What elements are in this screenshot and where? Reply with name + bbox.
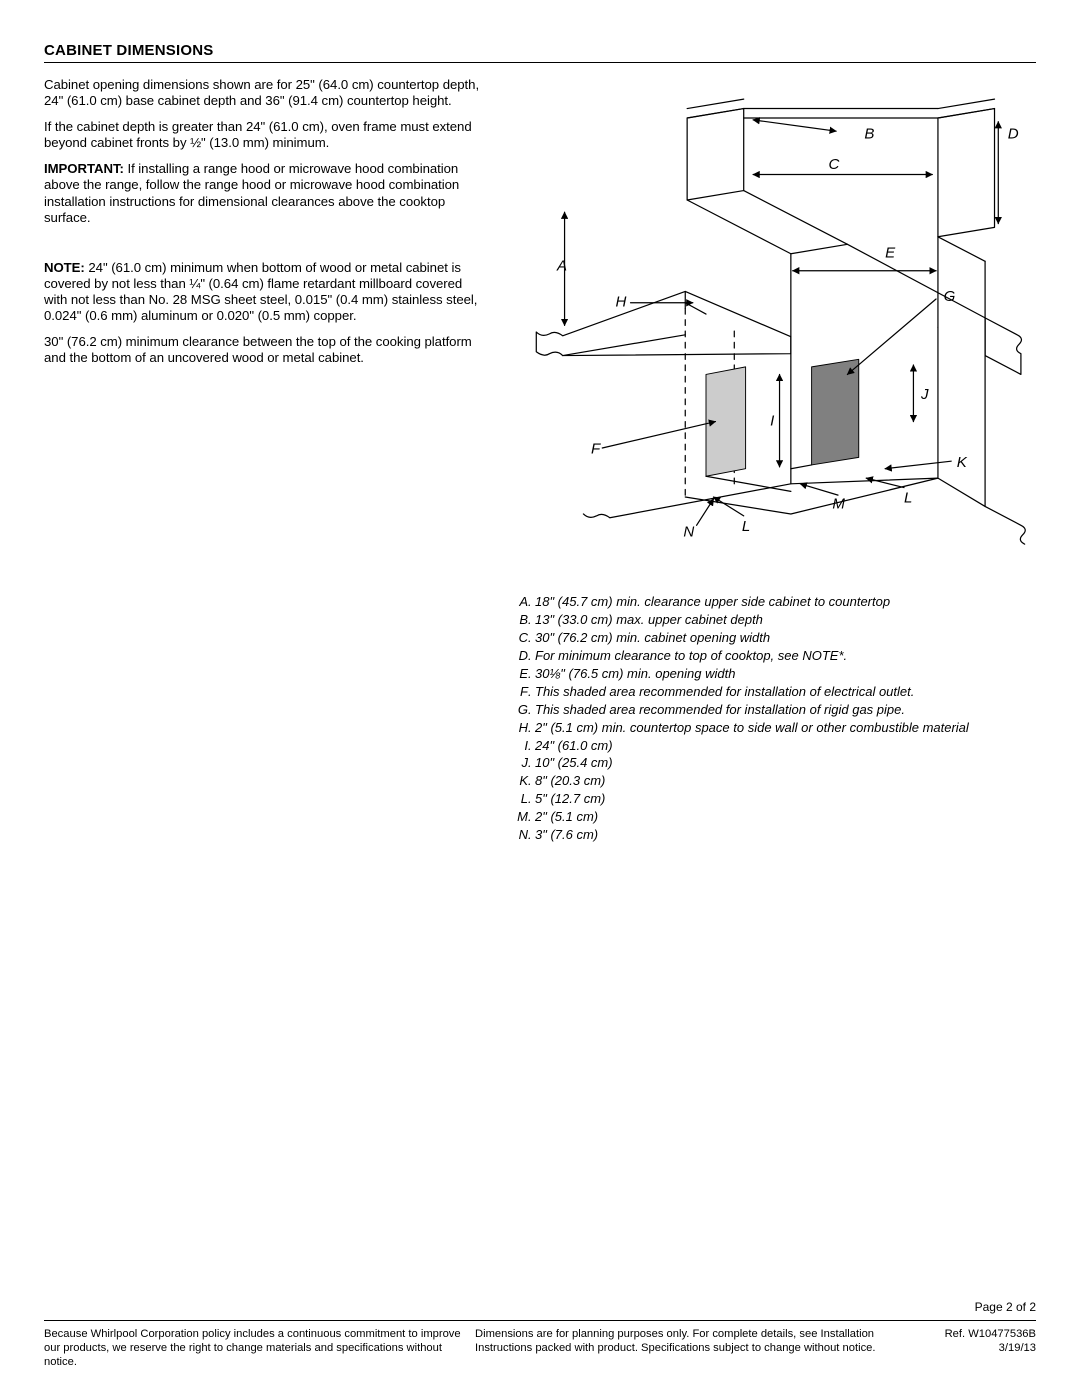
para-3: IMPORTANT: If installing a range hood or… xyxy=(44,161,484,225)
legend-row: C.30" (76.2 cm) min. cabinet opening wid… xyxy=(508,629,1036,647)
legend-row: F.This shaded area recommended for insta… xyxy=(508,683,1036,701)
diagram-label-d: D xyxy=(1008,126,1019,143)
left-column: Cabinet opening dimensions shown are for… xyxy=(44,77,484,844)
legend-text: 2" (5.1 cm) min. countertop space to sid… xyxy=(531,719,1036,737)
legend-text: 8" (20.3 cm) xyxy=(531,772,1036,790)
legend-row: E.30⅛" (76.5 cm) min. opening width xyxy=(508,665,1036,683)
legend-key: F xyxy=(508,683,528,701)
footer-col-3: Ref. W10477536B 3/19/13 xyxy=(896,1327,1036,1369)
footer-col-2: Dimensions are for planning purposes onl… xyxy=(475,1327,885,1369)
legend-text: 3" (7.6 cm) xyxy=(531,826,1036,844)
diagram-label-b: B xyxy=(864,126,874,143)
legend-row: M.2" (5.1 cm) xyxy=(508,808,1036,826)
legend-key: E xyxy=(508,665,528,683)
legend-key: B xyxy=(508,611,528,629)
legend-row: A.18" (45.7 cm) min. clearance upper sid… xyxy=(508,593,1036,611)
diagram-label-e: E xyxy=(885,245,896,262)
legend-text: This shaded area recommended for install… xyxy=(531,683,1036,701)
legend-key: H xyxy=(508,719,528,737)
footer: Page 2 of 2 Because Whirlpool Corporatio… xyxy=(44,1300,1036,1369)
legend-key: J xyxy=(508,754,528,772)
legend-text: 30⅛" (76.5 cm) min. opening width xyxy=(531,665,1036,683)
legend-row: B.13" (33.0 cm) max. upper cabinet depth xyxy=(508,611,1036,629)
diagram-label-l: L xyxy=(904,490,912,507)
legend-row: L.5" (12.7 cm) xyxy=(508,790,1036,808)
diagram-label-k: K xyxy=(957,454,968,471)
diagram-label-j: J xyxy=(920,386,929,403)
section-header: CABINET DIMENSIONS xyxy=(44,42,1036,63)
legend-row: N.3" (7.6 cm) xyxy=(508,826,1036,844)
legend-row: H.2" (5.1 cm) min. countertop space to s… xyxy=(508,719,1036,737)
footer-columns: Because Whirlpool Corporation policy inc… xyxy=(44,1327,1036,1369)
note-label: NOTE: xyxy=(44,260,85,275)
legend-text: 24" (61.0 cm) xyxy=(531,737,1036,755)
para-1: Cabinet opening dimensions shown are for… xyxy=(44,77,484,109)
diagram-label-m: M xyxy=(832,495,845,512)
footer-date: 3/19/13 xyxy=(896,1341,1036,1355)
footer-rule xyxy=(44,1320,1036,1321)
diagram-label-c: C xyxy=(829,156,840,173)
legend-key: G xyxy=(508,701,528,719)
diagram-label-i: I xyxy=(770,412,775,429)
diagram-label-a: A xyxy=(556,258,567,275)
legend-row: G.This shaded area recommended for insta… xyxy=(508,701,1036,719)
legend-text: 18" (45.7 cm) min. clearance upper side … xyxy=(531,593,1036,611)
legend-key: A xyxy=(508,593,528,611)
legend-text: 10" (25.4 cm) xyxy=(531,754,1036,772)
footer-ref: Ref. W10477536B xyxy=(896,1327,1036,1341)
legend-key: I xyxy=(508,737,528,755)
legend-text: 5" (12.7 cm) xyxy=(531,790,1036,808)
diagram-label-f: F xyxy=(591,441,601,458)
important-label: IMPORTANT: xyxy=(44,161,124,176)
legend-text: 2" (5.1 cm) xyxy=(531,808,1036,826)
para-2: If the cabinet depth is greater than 24"… xyxy=(44,119,484,151)
diagram-label-n: N xyxy=(683,524,694,541)
legend-key: L xyxy=(508,790,528,808)
footer-col-1: Because Whirlpool Corporation policy inc… xyxy=(44,1327,464,1369)
diagram-label-g: G xyxy=(944,288,956,305)
legend-text: 13" (33.0 cm) max. upper cabinet depth xyxy=(531,611,1036,629)
cabinet-diagram: A B C D E F G H I J K L L M N xyxy=(508,77,1036,587)
legend-row: D.For minimum clearance to top of cookto… xyxy=(508,647,1036,665)
diagram-label-l2: L xyxy=(742,518,750,535)
diagram-label-h: H xyxy=(615,294,626,311)
legend-key: C xyxy=(508,629,528,647)
legend: A.18" (45.7 cm) min. clearance upper sid… xyxy=(508,593,1036,844)
content-row: Cabinet opening dimensions shown are for… xyxy=(44,77,1036,844)
para-4: NOTE: 24" (61.0 cm) minimum when bottom … xyxy=(44,260,484,324)
legend-key: N xyxy=(508,826,528,844)
legend-text: For minimum clearance to top of cooktop,… xyxy=(531,647,1036,665)
legend-row: K.8" (20.3 cm) xyxy=(508,772,1036,790)
legend-key: M xyxy=(508,808,528,826)
legend-text: This shaded area recommended for install… xyxy=(531,701,1036,719)
para-5: 30" (76.2 cm) minimum clearance between … xyxy=(44,334,484,366)
legend-row: I.24" (61.0 cm) xyxy=(508,737,1036,755)
para-4-rest: 24" (61.0 cm) minimum when bottom of woo… xyxy=(44,260,477,323)
legend-key: K xyxy=(508,772,528,790)
legend-key: D xyxy=(508,647,528,665)
legend-text: 30" (76.2 cm) min. cabinet opening width xyxy=(531,629,1036,647)
page-number: Page 2 of 2 xyxy=(44,1300,1036,1314)
right-column: A B C D E F G H I J K L L M N A.18" (45.… xyxy=(508,77,1036,844)
legend-row: J.10" (25.4 cm) xyxy=(508,754,1036,772)
